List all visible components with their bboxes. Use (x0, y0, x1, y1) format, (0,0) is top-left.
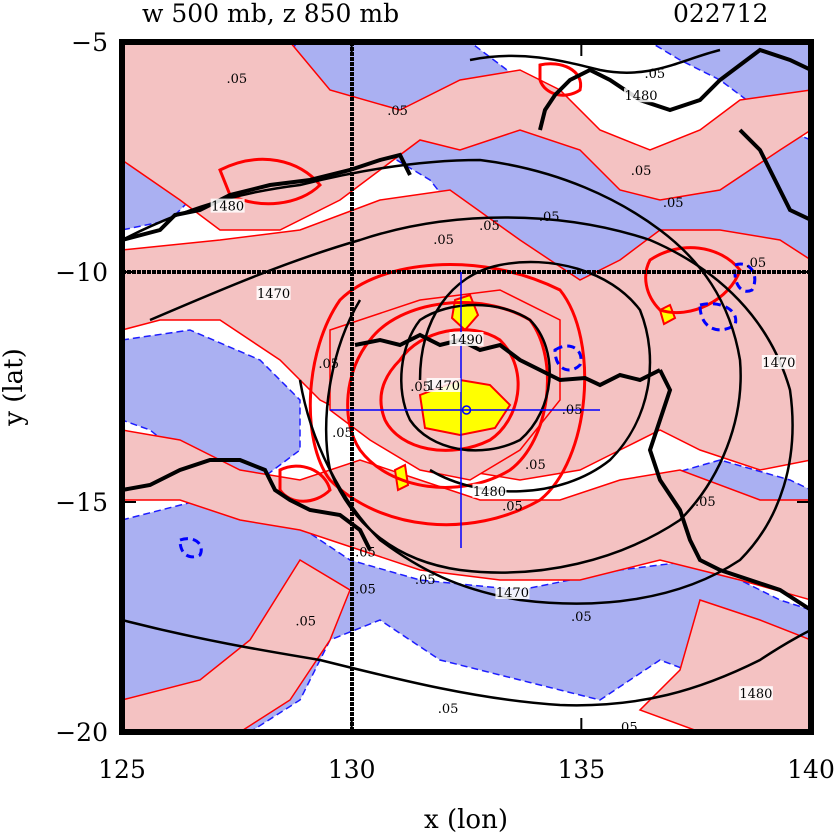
height-contour-1480-ne (469, 48, 721, 74)
chart-title: w 500 mb, z 850 mb (142, 0, 399, 28)
height-contours (122, 48, 811, 707)
omega-contour-label: .05 (438, 702, 459, 717)
height-contour-label: 1480 (211, 200, 244, 215)
height-contour-label: 1480 (624, 89, 657, 104)
chart-date-code: 022712 (673, 0, 768, 28)
yellow-core (418, 378, 512, 437)
coast-north (122, 152, 412, 242)
y-tick-label: −5 (71, 28, 108, 57)
height-contour-1480-inner (418, 260, 652, 493)
blue-contour (178, 537, 203, 559)
omega-contour-label: .05 (355, 546, 376, 561)
height-label-bg (210, 198, 245, 213)
height-label-bg (472, 483, 507, 498)
height-label-bg (256, 286, 291, 300)
coast-east (738, 128, 811, 222)
height-contour-label: 1470 (762, 356, 795, 371)
height-contour-1480 (122, 158, 742, 574)
height-label-bg (426, 378, 461, 392)
height-contour-label: 1470 (257, 287, 290, 302)
x-tick-label: 135 (557, 755, 605, 784)
plot-area: 1470 1470 1470 1470 1480 1480 1480 1480 1490 .05… (122, 42, 811, 735)
coastline (122, 47, 811, 612)
omega-contour-label: .05 (415, 573, 436, 588)
coast-west (122, 458, 372, 551)
omega-contour-label: .05 (617, 720, 638, 735)
height-label-bg (495, 585, 530, 599)
y-tick-label: −10 (55, 258, 108, 287)
height-label-bg (449, 332, 484, 346)
omega-contour-label: .05 (562, 403, 583, 418)
red-contour (218, 157, 323, 206)
x-axis-label: x (lon) (424, 805, 508, 835)
omega-contour-label: .05 (695, 495, 716, 510)
storm-center-marker (461, 405, 472, 415)
x-tick-label: 130 (328, 755, 376, 784)
height-contour-labels: 1470 1470 1470 1470 1480 1480 1480 1480 1490 (210, 88, 796, 702)
x-tick-label: 125 (98, 755, 146, 784)
omega-contour-label: .05 (631, 164, 652, 179)
height-contour-1470 (149, 216, 794, 605)
height-label-bg (738, 686, 773, 701)
blue-contour (733, 262, 757, 293)
coast-ne (538, 47, 811, 131)
omega-contour-label: .05 (332, 426, 353, 441)
height-contour-1480-south (122, 618, 811, 707)
omega-contour-label: .05 (663, 196, 684, 211)
omega-contour-label: .05 (746, 256, 767, 271)
red-contour (308, 263, 587, 527)
omega-contour-label: .05 (410, 380, 431, 395)
plot-frame (119, 39, 814, 735)
blue-contour (698, 302, 738, 332)
x-axis: 125 130 135 140 (98, 42, 835, 784)
height-label-bg (761, 355, 796, 369)
omega-contour-label: .05 (479, 219, 500, 234)
omega-contour-label: .05 (226, 72, 247, 87)
omega-contour-label: .05 (387, 104, 408, 119)
red-contour (538, 62, 583, 97)
blue-contour (553, 344, 583, 372)
omega-contour-label: .05 (295, 615, 316, 630)
omega-contour-label: .05 (318, 357, 339, 372)
height-contour-label: 1480 (739, 687, 772, 702)
pos-region-sw (122, 558, 351, 732)
omega-contour-label: .05 (502, 500, 523, 515)
y-axis-label: y (lat) (0, 348, 29, 427)
strong-upward-motion (393, 293, 677, 492)
height-contour-label: 1480 (473, 485, 506, 500)
omega-contour-label: .05 (433, 233, 454, 248)
coast-northern-territory (354, 332, 661, 388)
omega-contour-labels: .05 .05 .05 .05 .05 .05 .05 .05 .05 .05 .05 .05 .05.… (226, 67, 767, 735)
omega-contour-label: .05 (571, 610, 592, 625)
height-contour-label: 1470 (427, 379, 460, 394)
y-tick-label: −20 (55, 718, 108, 747)
yellow-patch-south (393, 463, 410, 492)
omega-contour-label: .05 (539, 210, 560, 225)
omega-contour-label: .05 (355, 582, 376, 597)
omega-contour-label: .05 (644, 67, 665, 82)
y-axis: −5 −10 −15 −20 (55, 28, 811, 747)
y-tick-label: −15 (55, 488, 108, 517)
height-label-bg (624, 88, 659, 103)
omega-contour-label: .05 (525, 458, 546, 473)
height-contour-1490 (400, 303, 551, 452)
coast-gulf (647, 369, 811, 612)
negative-omega-contours (178, 262, 757, 559)
x-tick-label: 140 (787, 755, 835, 784)
height-contour-label: 1470 (496, 586, 529, 601)
height-contour-label: 1490 (450, 333, 483, 348)
